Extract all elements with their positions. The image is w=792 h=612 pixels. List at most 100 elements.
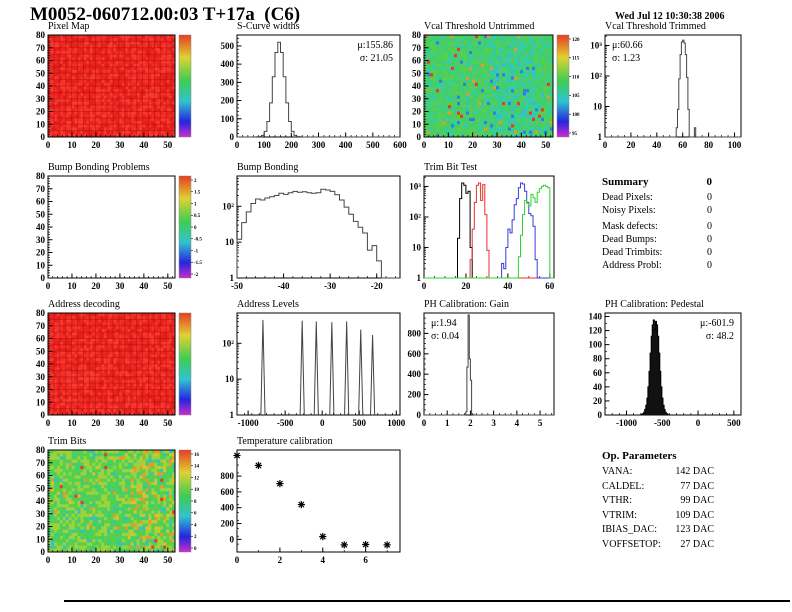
- svg-text:30: 30: [493, 140, 503, 150]
- plot-title: Address decoding: [48, 299, 120, 310]
- op-parameters-title: Op. Parameters: [602, 450, 677, 462]
- op-parameter-row: VANA: 142 DAC: [602, 466, 714, 477]
- plot-title: Temperature calibration: [237, 436, 333, 447]
- svg-text:40: 40: [652, 140, 662, 150]
- svg-text:500: 500: [221, 41, 235, 51]
- plot-title: Trim Bits: [48, 436, 87, 447]
- svg-text:70: 70: [36, 184, 46, 194]
- svg-text:500: 500: [366, 140, 380, 150]
- svg-text:30: 30: [412, 94, 422, 104]
- svg-text:30: 30: [36, 94, 46, 104]
- svg-text:50: 50: [36, 209, 46, 219]
- svg-text:80: 80: [36, 308, 46, 318]
- summary-row: Noisy Pixels: 0: [602, 205, 712, 216]
- plot-title: Bump Bonding: [237, 162, 299, 173]
- svg-text:60: 60: [678, 140, 688, 150]
- svg-text:10²: 10²: [222, 201, 234, 211]
- svg-text:20: 20: [468, 140, 478, 150]
- svg-text:95: 95: [572, 132, 578, 137]
- svg-text:10: 10: [36, 397, 46, 407]
- plot-title: S-Curve widths: [237, 21, 300, 32]
- svg-text:2: 2: [194, 179, 197, 184]
- svg-text:-20: -20: [371, 281, 383, 291]
- svg-text:10: 10: [412, 119, 422, 129]
- svg-text:500: 500: [353, 418, 367, 428]
- svg-text:70: 70: [36, 43, 46, 53]
- svg-text:300: 300: [312, 140, 326, 150]
- page-title: M0052-060712.00:03 T+17a (C6): [30, 4, 301, 25]
- svg-text:0: 0: [320, 418, 325, 428]
- timestamp: Wed Jul 12 10:30:38 2006: [615, 11, 725, 22]
- svg-text:200: 200: [285, 140, 299, 150]
- svg-text:10: 10: [444, 140, 454, 150]
- svg-text:20: 20: [36, 107, 46, 117]
- svg-text:20: 20: [626, 140, 636, 150]
- svg-text:0: 0: [41, 132, 46, 142]
- svg-text:50: 50: [36, 68, 46, 78]
- svg-text:30: 30: [115, 418, 125, 428]
- svg-text:-1.5: -1.5: [194, 261, 202, 266]
- svg-text:-0.5: -0.5: [194, 238, 202, 243]
- svg-text:60: 60: [412, 56, 422, 66]
- svg-text:100: 100: [572, 113, 580, 118]
- svg-text:40: 40: [36, 222, 46, 232]
- plot-title: Vcal Threshold Trimmed: [605, 21, 706, 32]
- svg-text:60: 60: [36, 197, 46, 207]
- svg-text:10: 10: [412, 242, 422, 252]
- svg-text:80: 80: [36, 171, 46, 181]
- svg-text:80: 80: [36, 30, 46, 40]
- svg-text:μ:60.66: μ:60.66: [612, 40, 643, 51]
- svg-text:μ:155.86: μ:155.86: [357, 40, 393, 51]
- svg-text:0: 0: [41, 410, 46, 420]
- svg-text:200: 200: [221, 96, 235, 106]
- svg-text:30: 30: [36, 235, 46, 245]
- plot-title: PH Calibration: Pedestal: [605, 299, 704, 310]
- svg-text:-50: -50: [231, 281, 243, 291]
- summary-row: Dead Pixels: 0: [602, 192, 712, 203]
- svg-text:30: 30: [115, 140, 125, 150]
- svg-text:110: 110: [572, 75, 580, 80]
- svg-text:-40: -40: [278, 281, 290, 291]
- svg-text:10³: 10³: [590, 40, 602, 50]
- svg-text:50: 50: [163, 281, 173, 291]
- svg-text:-30: -30: [324, 281, 336, 291]
- svg-text:50: 50: [163, 418, 173, 428]
- ph-calibration-pedestal-plot: -1000 -500 0 500020406080100120140μ:-601.9σ…: [589, 312, 742, 428]
- svg-text:1: 1: [417, 273, 422, 283]
- svg-text:40: 40: [503, 281, 513, 291]
- vcal-threshold-trimmed-plot: 0 20 40 60 80 100 1 10 10² 10³ μ:60.66 σ: 1.23: [590, 34, 742, 150]
- svg-text:20: 20: [91, 281, 101, 291]
- svg-text:10³: 10³: [409, 181, 421, 191]
- svg-text:60: 60: [36, 56, 46, 66]
- pixel-map-plot: 0 10 20 30 40 50 0 10 20 30 40 50 60 70 80: [36, 30, 192, 150]
- svg-text:40: 40: [36, 81, 46, 91]
- svg-text:10: 10: [36, 260, 46, 270]
- trim-bits-plot: 0 10 20 30 40 5001020304050607080161412108642…: [36, 445, 200, 565]
- s-curve-widths-plot: 0 100 200 300 400 500 600 0 100 200 300 400 500 μ:155…: [221, 34, 407, 150]
- vcal-threshold-untrimmed-plot: 0 10 20 30 40 50 0 10 20 30 40 50 60 70 80 120 115 110 105…: [412, 30, 580, 150]
- svg-text:10: 10: [67, 281, 77, 291]
- svg-text:0: 0: [422, 281, 427, 291]
- svg-text:20: 20: [91, 140, 101, 150]
- svg-text:80: 80: [412, 30, 422, 40]
- op-parameter-row: CALDEL: 77 DAC: [602, 480, 714, 492]
- plot-title: PH Calibration: Gain: [424, 299, 509, 310]
- bump-bonding-plot: -50 -40 -30 -20 1 10 10²: [222, 175, 401, 291]
- svg-text:600: 600: [393, 140, 407, 150]
- svg-text:1: 1: [598, 132, 603, 142]
- svg-text:1000: 1000: [387, 418, 406, 428]
- svg-text:20: 20: [36, 385, 46, 395]
- svg-text:1: 1: [230, 410, 235, 420]
- svg-text:40: 40: [139, 281, 149, 291]
- svg-text:40: 40: [36, 359, 46, 369]
- svg-text:σ: 21.05: σ: 21.05: [360, 53, 393, 64]
- svg-text:0: 0: [194, 226, 197, 231]
- bump-bonding-problems-plot: 0 10 20 30 40 50 0 10 20 30 40 50 60 70 80 2 1.5 1 0.5 0 -0.…: [36, 171, 202, 291]
- plot-title: Address Levels: [237, 299, 299, 310]
- svg-text:20: 20: [461, 281, 471, 291]
- summary-row: Dead Bumps: 0: [602, 234, 712, 245]
- op-parameter-row: IBIAS_DAC: 123 DAC: [602, 524, 714, 535]
- page-footer-line: [64, 600, 790, 602]
